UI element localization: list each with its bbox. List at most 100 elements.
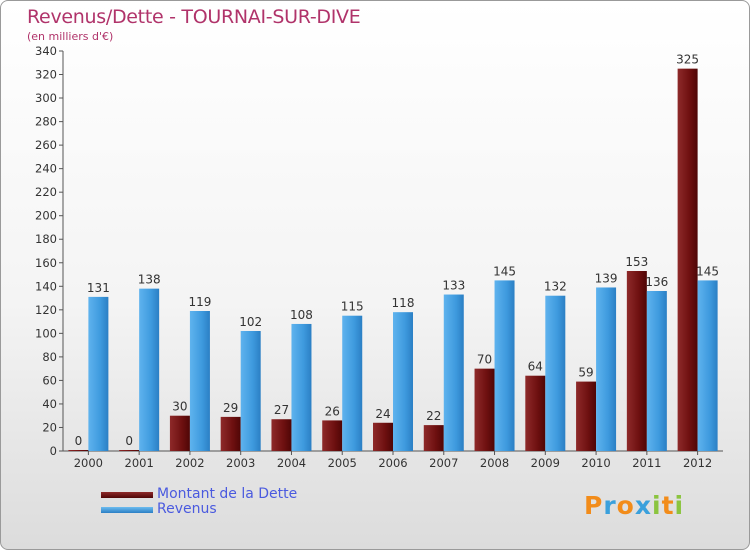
logo-letter: x (634, 491, 652, 520)
y-tick-label: 300 (35, 91, 57, 105)
y-tick-label: 260 (35, 138, 57, 152)
y-tick-label: 140 (35, 279, 57, 293)
x-tick-label: 2009 (531, 456, 560, 470)
label-revenue-2010: 139 (595, 271, 618, 285)
legend-item-debt: Montant de la Dette (101, 487, 297, 502)
bar-debt-2011 (626, 271, 647, 451)
bar-revenue-2009 (545, 295, 566, 451)
label-debt-2002: 30 (172, 400, 187, 414)
label-revenue-2002: 119 (188, 295, 211, 309)
y-tick-label: 80 (42, 350, 57, 364)
bar-debt-2002 (169, 415, 190, 451)
y-tick-label: 120 (35, 303, 57, 317)
x-tick-label: 2008 (480, 456, 509, 470)
label-revenue-2001: 138 (138, 273, 161, 287)
x-tick-label: 2004 (277, 456, 306, 470)
y-tick-label: 280 (35, 115, 57, 129)
x-tick-label: 2011 (632, 456, 661, 470)
x-tick-label: 2001 (125, 456, 154, 470)
label-revenue-2009: 132 (544, 280, 567, 294)
value-labels: 0 131 0 138 30 119 29 102 27 108 26 115 24 118 22 133 70… (75, 53, 720, 448)
label-debt-2008: 70 (477, 353, 492, 367)
legend-item-revenue: Revenus (101, 502, 297, 517)
label-revenue-2012: 145 (696, 264, 719, 278)
label-debt-2004: 27 (274, 403, 289, 417)
x-tick-label: 2012 (683, 456, 712, 470)
bar-revenue-2007 (443, 294, 464, 451)
bar-revenue-2008 (494, 280, 515, 451)
label-revenue-2000: 131 (87, 281, 110, 295)
x-tick-label: 2007 (429, 456, 458, 470)
label-revenue-2003: 102 (239, 315, 262, 329)
label-debt-2007: 22 (426, 409, 441, 423)
logo-letter: P (584, 491, 604, 520)
label-debt-2009: 64 (528, 360, 543, 374)
label-revenue-2011: 136 (645, 275, 668, 289)
label-debt-2012: 325 (676, 53, 699, 67)
label-debt-2006: 24 (375, 407, 390, 421)
y-tick-label: 60 (42, 373, 57, 387)
x-tick-label: 2010 (581, 456, 610, 470)
bar-revenue-2012 (697, 280, 718, 451)
legend-label-revenue: Revenus (157, 501, 217, 517)
proxiti-logo: Proxiti (584, 491, 684, 520)
y-tick-label: 0 (50, 444, 57, 458)
bar-revenue-2000 (88, 296, 109, 451)
y-tick-label: 20 (42, 420, 57, 434)
label-debt-2011: 153 (625, 255, 648, 269)
y-tick-label: 240 (35, 162, 57, 176)
bar-revenue-2001 (139, 288, 160, 451)
bar-revenue-2002 (189, 311, 210, 451)
label-revenue-2004: 108 (290, 308, 313, 322)
bar-debt-2000 (68, 450, 89, 451)
bar-debt-2005 (322, 420, 343, 451)
bar-debt-2007 (423, 425, 444, 451)
legend-swatch-revenue (101, 506, 153, 513)
bar-debt-2003 (220, 416, 241, 451)
x-tick-label: 2000 (74, 456, 103, 470)
y-tick-label: 340 (35, 44, 57, 58)
label-debt-2001: 0 (125, 434, 133, 448)
y-tick-label: 220 (35, 185, 57, 199)
label-debt-2010: 59 (578, 366, 593, 380)
label-revenue-2007: 133 (442, 279, 465, 293)
y-tick-label: 100 (35, 326, 57, 340)
y-tick-label: 40 (42, 397, 57, 411)
y-tick-label: 160 (35, 256, 57, 270)
chart-subtitle: (en milliers d'€) (27, 30, 114, 43)
bar-revenue-2011 (646, 291, 667, 451)
label-debt-2003: 29 (223, 401, 238, 415)
bar-revenue-2004 (291, 323, 312, 451)
label-revenue-2008: 145 (493, 264, 516, 278)
logo-letter: i (674, 491, 685, 520)
legend-label-debt: Montant de la Dette (157, 486, 298, 502)
y-tick-label: 200 (35, 209, 57, 223)
bar-revenue-2005 (342, 315, 363, 451)
label-revenue-2006: 118 (392, 296, 415, 310)
x-tick-label: 2005 (328, 456, 357, 470)
y-tick-label: 180 (35, 232, 57, 246)
logo-letter: r (603, 491, 617, 520)
x-tick-label: 2002 (175, 456, 204, 470)
chart-title: Revenus/Dette - TOURNAI-SUR-DIVE (27, 6, 361, 28)
bar-debt-2001 (119, 450, 140, 451)
logo-letter: i (652, 491, 662, 520)
bar-revenue-2006 (393, 312, 413, 451)
logo-letter: o (616, 491, 635, 520)
legend: Montant de la Dette Revenus (101, 487, 297, 517)
logo-letter: t (661, 491, 675, 520)
label-debt-2005: 26 (325, 404, 340, 418)
x-tick-label: 2006 (378, 456, 407, 470)
bar-revenue-2003 (240, 331, 261, 451)
y-tick-label: 320 (35, 68, 57, 82)
legend-swatch-debt (101, 491, 153, 498)
bar-debt-2010 (576, 381, 597, 451)
bar-debt-2006 (373, 422, 393, 451)
bar-debt-2009 (525, 375, 546, 451)
bars (68, 68, 718, 451)
label-debt-2000: 0 (75, 434, 83, 448)
label-revenue-2005: 115 (341, 300, 364, 314)
x-tick-label: 2003 (226, 456, 255, 470)
